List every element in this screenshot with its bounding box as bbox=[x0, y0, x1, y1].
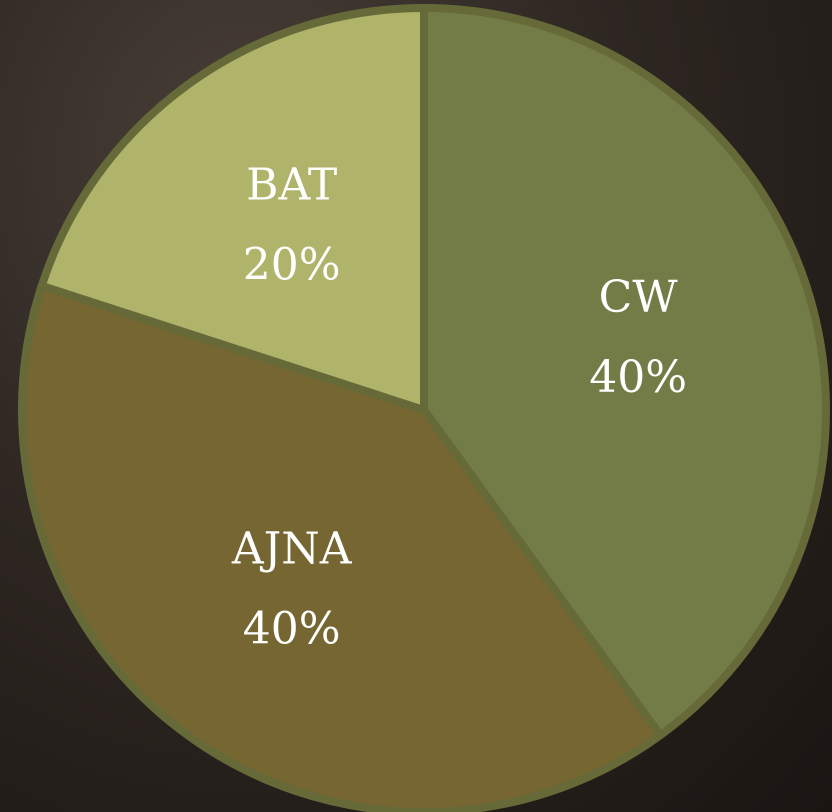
pie-slice bbox=[37, 4, 428, 414]
pie-slice bbox=[18, 281, 665, 812]
slice-value-label: 40% bbox=[243, 604, 341, 655]
pie-slice bbox=[420, 4, 830, 740]
slice-category: AJNA bbox=[231, 524, 353, 575]
slice-category: CW bbox=[599, 272, 679, 323]
slice-value-label: 40% bbox=[589, 352, 687, 403]
slice-category: BAT bbox=[246, 159, 337, 210]
slice-value-label: 20% bbox=[243, 239, 341, 290]
